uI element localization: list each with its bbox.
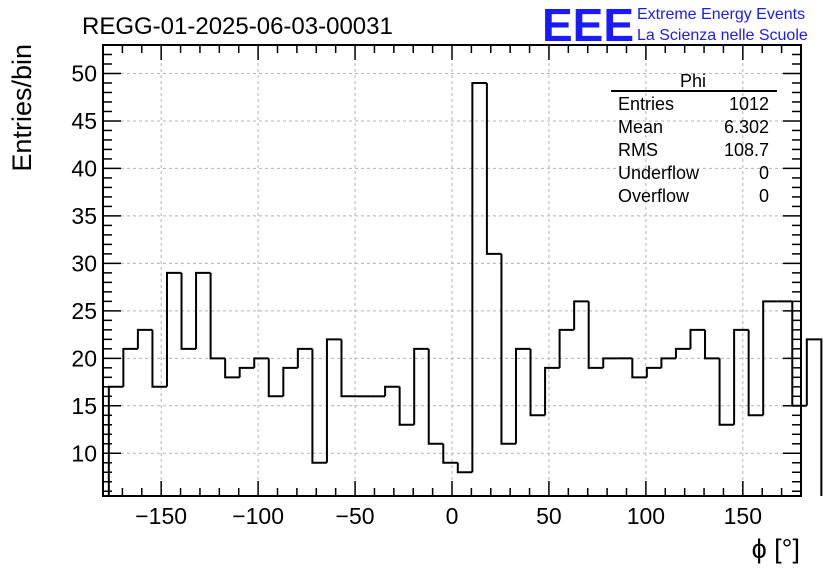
histogram-bin xyxy=(631,358,647,379)
histogram-bin xyxy=(165,271,182,387)
x-tick-labels: −150 −100 −50 0 50 100 150 xyxy=(135,503,762,529)
y-tick-label: 40 xyxy=(71,155,97,181)
histogram-bin xyxy=(238,366,255,378)
eee-logo: EEE Extreme Energy Events La Scienza nel… xyxy=(542,0,808,51)
histogram-bin xyxy=(514,347,531,444)
logo-line-1: Extreme Energy Events xyxy=(637,6,805,23)
y-tick-label: 25 xyxy=(71,298,97,324)
stats-value-overflow: 0 xyxy=(759,186,769,206)
stats-label-mean: Mean xyxy=(618,117,663,137)
histogram-bars xyxy=(107,81,823,496)
histogram-bin xyxy=(573,300,589,330)
logo-line-2: La Scienza nelle Scuole xyxy=(637,27,808,44)
grid-lines xyxy=(103,45,801,496)
x-tick-label: −150 xyxy=(135,503,187,529)
histogram-bin xyxy=(413,347,429,425)
histogram-bin xyxy=(733,328,749,425)
histogram-bin xyxy=(107,385,124,496)
histogram-bin xyxy=(296,347,313,368)
histogram-bin xyxy=(442,443,458,464)
histogram-bin xyxy=(311,348,327,464)
x-tick-label: −50 xyxy=(336,503,375,529)
stats-title: Phi xyxy=(680,71,706,91)
histogram-bin xyxy=(151,329,167,388)
histogram-bin xyxy=(762,300,778,416)
histogram-bin xyxy=(136,328,153,349)
histogram-bin xyxy=(602,357,618,368)
stats-label-underflow: Underflow xyxy=(618,163,700,183)
histogram-bin xyxy=(500,253,516,445)
histogram-bin xyxy=(471,81,487,473)
x-tick-label: 150 xyxy=(724,503,762,529)
y-tick-label: 50 xyxy=(71,60,97,86)
histogram-bin xyxy=(384,385,400,397)
histogram-bin xyxy=(558,328,575,368)
x-tick-label: −100 xyxy=(232,503,284,529)
histogram-bin xyxy=(224,358,240,379)
histogram-bin xyxy=(195,271,211,349)
y-tick-label: 10 xyxy=(71,440,97,466)
histogram-bin xyxy=(544,366,560,416)
histogram-bin xyxy=(209,272,226,360)
histogram-bin xyxy=(485,82,502,255)
stats-label-rms: RMS xyxy=(618,140,658,160)
histogram-bin xyxy=(180,272,197,350)
y-tick-labels: 10 15 20 25 30 35 40 45 50 xyxy=(71,60,97,466)
y-tick-label: 15 xyxy=(71,393,97,419)
y-tick-label: 20 xyxy=(71,345,97,371)
histogram-bin xyxy=(704,329,720,360)
eee-logo-text: EEE xyxy=(542,0,634,51)
stats-value-underflow: 0 xyxy=(759,163,769,183)
histogram-bin xyxy=(282,366,298,397)
x-axis-label: ϕ [°] xyxy=(752,534,800,564)
histogram-bin xyxy=(689,328,706,349)
stats-box: Phi Entries 1012 Mean 6.302 RMS 108.7 Un… xyxy=(611,71,777,206)
histogram-bin xyxy=(267,358,284,398)
histogram-bin xyxy=(456,462,473,474)
histogram-bin xyxy=(587,301,604,369)
y-tick-label: 30 xyxy=(71,250,97,276)
histogram-bin xyxy=(660,357,676,368)
histogram-bin xyxy=(645,366,662,378)
stats-value-mean: 6.302 xyxy=(724,117,769,137)
histogram-bin xyxy=(805,338,823,496)
x-tick-label: 100 xyxy=(627,503,665,529)
histogram-bin xyxy=(325,338,342,463)
histogram-bin xyxy=(791,301,807,407)
stats-value-rms: 108.7 xyxy=(724,140,769,160)
stats-label-overflow: Overflow xyxy=(618,186,690,206)
histogram-bin xyxy=(529,348,546,417)
histogram-bin xyxy=(747,329,764,417)
stats-value-entries: 1012 xyxy=(729,94,769,114)
histogram-bin xyxy=(122,347,138,387)
histogram-bin xyxy=(718,358,735,426)
histogram-bin xyxy=(398,386,415,426)
y-tick-label: 35 xyxy=(71,203,97,229)
histogram-bin xyxy=(253,357,269,368)
y-axis-label: Entries/bin xyxy=(7,44,37,172)
y-tick-label: 45 xyxy=(71,108,97,134)
axis-ticks xyxy=(102,44,802,496)
histogram-bin xyxy=(340,339,357,398)
chart-title: REGG-01-2025-06-03-00031 xyxy=(82,13,393,40)
histogram-bin xyxy=(674,347,691,359)
x-tick-label: 0 xyxy=(446,503,459,529)
histogram-bin xyxy=(427,348,444,445)
stats-label-entries: Entries xyxy=(618,94,674,114)
x-tick-label: 50 xyxy=(536,503,562,529)
